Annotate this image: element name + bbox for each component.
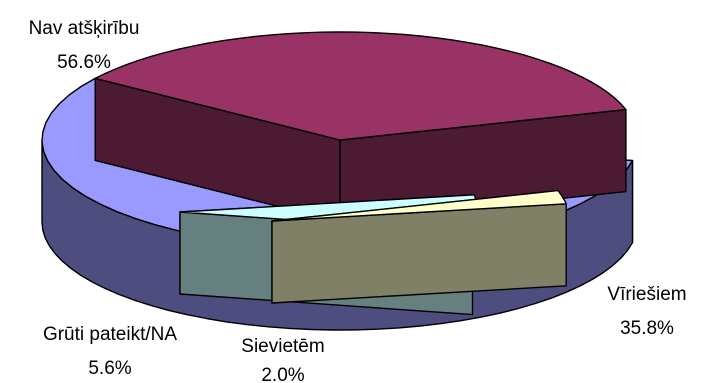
slice-value-nav-atskiribu: 56.6%: [57, 52, 111, 73]
pie-slice-2: [271, 189, 567, 304]
pie-slices: [41, 31, 634, 331]
slice-value-gruti-pateikt: 5.6%: [88, 358, 131, 379]
pie-slice-1-top: [94, 31, 627, 141]
slice-label-nav-atskiribu: Nav atšķirību: [29, 18, 140, 39]
slice-label-gruti-pateikt: Grūti pateikt/NA: [43, 324, 177, 345]
slice-label-viriesiem: Vīriešiem: [607, 284, 686, 305]
pie-slice-2-top: [271, 189, 567, 222]
slice-value-viriesiem: 35.8%: [620, 318, 674, 339]
slice-label-sievietem: Sievietēm: [241, 336, 324, 357]
slice-value-sievietem: 2.0%: [261, 365, 304, 383]
